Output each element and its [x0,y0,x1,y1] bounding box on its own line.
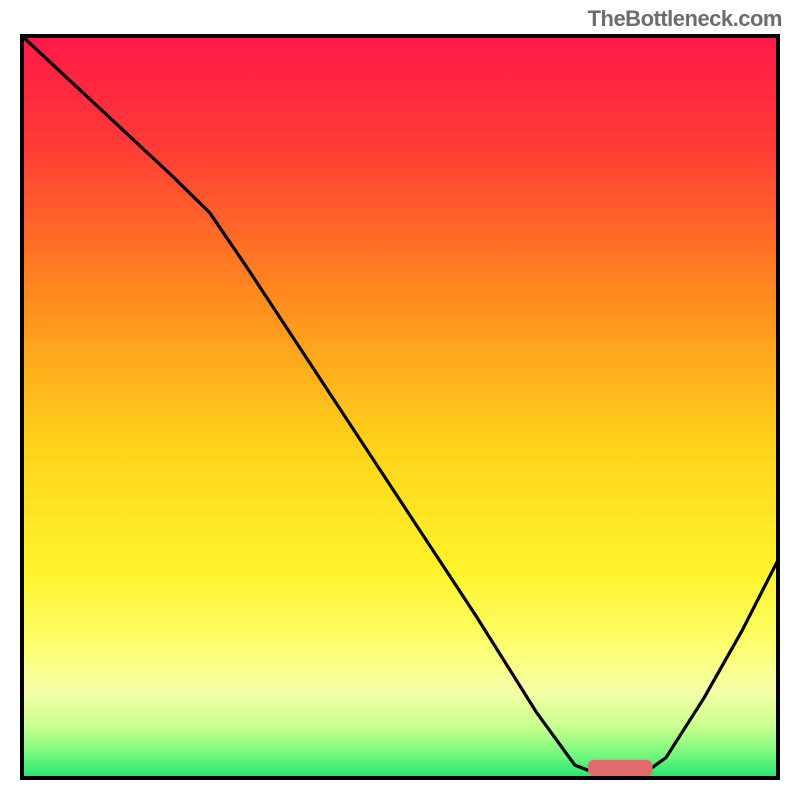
bottleneck-chart [0,0,800,800]
gradient-background [20,34,780,780]
optimal-marker [588,760,653,776]
plot-area [20,34,780,780]
chart-container: { "watermark": "TheBottleneck.com", "cha… [0,0,800,800]
watermark-text: TheBottleneck.com [588,6,782,32]
